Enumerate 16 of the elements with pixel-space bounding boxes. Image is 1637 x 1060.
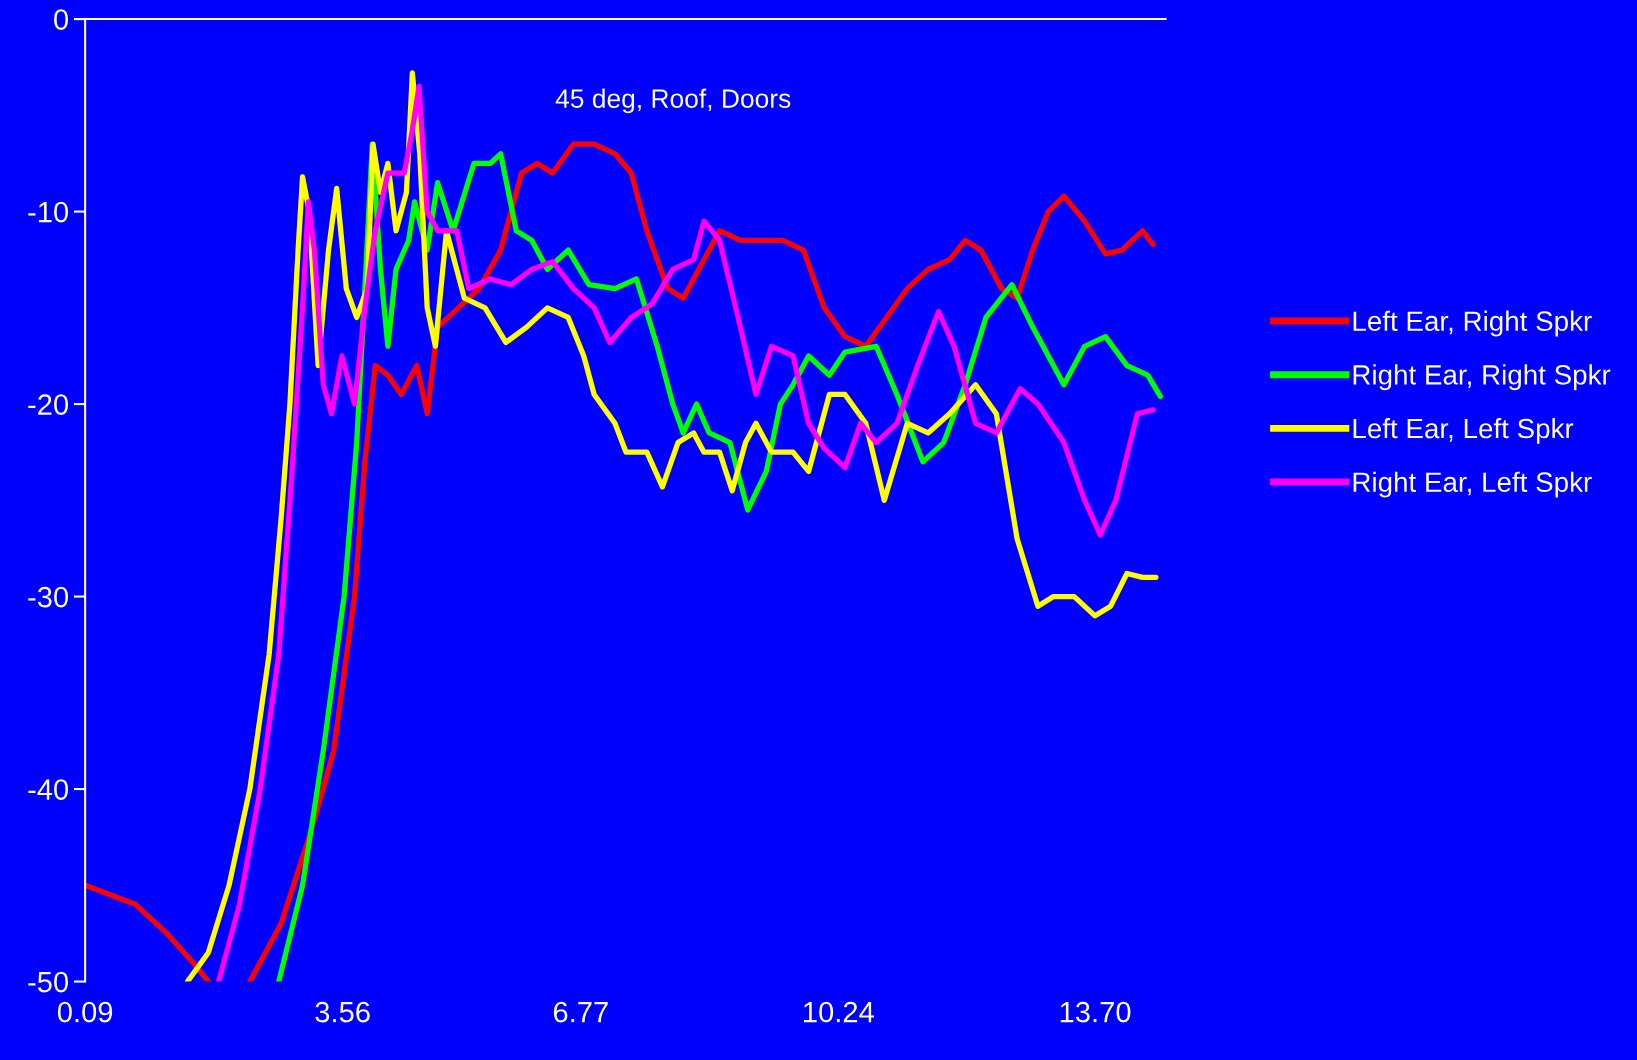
y-tick-label: -40 [28, 779, 69, 800]
y-tick-label: 0 [54, 9, 69, 30]
y-tick-label: -10 [28, 201, 69, 223]
y-tick-label: -30 [28, 586, 69, 608]
annotation: 45 deg, Roof, Doors [555, 88, 791, 114]
x-tick-label: 6.77 [553, 1001, 608, 1023]
legend-label: Right Ear, Right Spkr [1353, 364, 1611, 391]
y-tick-label: -50 [28, 971, 69, 993]
x-tick-label: 3.56 [315, 1001, 370, 1023]
legend-label: Left Ear, Right Spkr [1353, 310, 1592, 337]
legend-label: Left Ear, Left Spkr [1353, 417, 1574, 444]
x-tick-label: 13.70 [1060, 1001, 1131, 1023]
y-tick-label: -20 [28, 394, 69, 415]
x-tick-label: 10.24 [804, 1001, 874, 1023]
legend-label: Right Ear, Left Spkr [1353, 471, 1592, 498]
x-tick-label: 0.09 [57, 1001, 113, 1023]
